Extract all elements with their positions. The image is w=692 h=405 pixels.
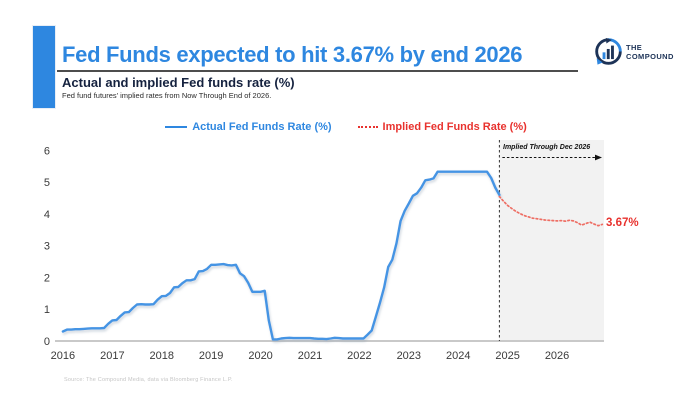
legend-item-implied: Implied Fed Funds Rate (%) xyxy=(357,121,527,133)
chart-subtitle: Actual and implied Fed funds rate (%) xyxy=(62,75,295,90)
implied-line-swatch xyxy=(357,126,378,128)
y-tick-label: 2 xyxy=(44,272,50,284)
x-tick-label: 2021 xyxy=(298,350,322,362)
brand-logo: THE COMPOUND xyxy=(595,38,674,65)
x-tick-label: 2016 xyxy=(51,350,75,362)
actual-line-swatch xyxy=(165,126,188,128)
brand-logo-line1: THE xyxy=(626,42,643,52)
x-tick-label: 2025 xyxy=(495,350,519,362)
x-tick-label: 2026 xyxy=(545,350,569,362)
x-tick-label: 2018 xyxy=(150,350,174,362)
y-tick-label: 6 xyxy=(44,145,50,157)
implied-region-label: Implied Through Dec 2026 xyxy=(503,144,591,151)
implied-arrow-head xyxy=(595,154,602,161)
implied-end-value-label: 3.67% xyxy=(606,217,639,229)
source-note: Source: The Compound Media, data via Blo… xyxy=(64,377,233,383)
implied-region xyxy=(499,140,604,341)
x-tick-label: 2017 xyxy=(100,350,124,362)
legend-actual-label: Actual Fed Funds Rate (%) xyxy=(192,121,332,133)
compound-logo-icon xyxy=(595,38,622,65)
chart-legend: Actual Fed Funds Rate (%) Implied Fed Fu… xyxy=(0,121,692,133)
y-tick-label: 0 xyxy=(44,336,50,348)
brand-logo-text: THE COMPOUND xyxy=(626,43,674,61)
title-underline xyxy=(57,70,578,72)
x-tick-label: 2024 xyxy=(446,350,470,362)
x-tick-label: 2020 xyxy=(248,350,272,362)
x-tick-label: 2023 xyxy=(397,350,421,362)
page-title: Fed Funds expected to hit 3.67% by end 2… xyxy=(62,42,523,67)
y-tick-label: 5 xyxy=(44,177,50,189)
y-tick-label: 1 xyxy=(44,304,50,316)
actual-rate-line xyxy=(61,170,501,341)
legend-implied-label: Implied Fed Funds Rate (%) xyxy=(382,121,527,133)
brand-logo-line2: COMPOUND xyxy=(626,51,674,61)
x-tick-label: 2019 xyxy=(199,350,223,362)
x-tick-label: 2022 xyxy=(347,350,371,362)
chart-description: Fed fund futures' implied rates from Now… xyxy=(62,91,272,100)
y-tick-label: 3 xyxy=(44,241,50,253)
y-tick-label: 4 xyxy=(44,209,50,221)
title-accent-bar xyxy=(33,26,55,108)
legend-item-actual: Actual Fed Funds Rate (%) xyxy=(165,121,332,133)
